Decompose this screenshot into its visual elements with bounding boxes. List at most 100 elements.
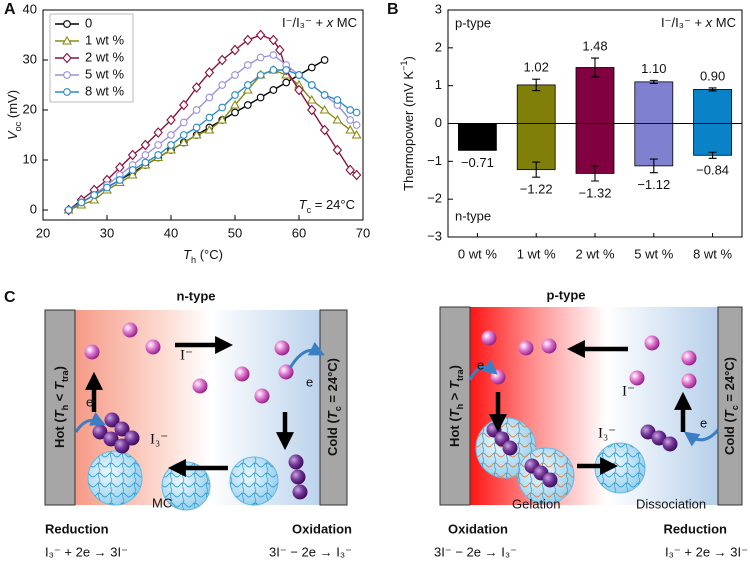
marker bbox=[103, 183, 111, 192]
marker bbox=[255, 29, 266, 41]
bar bbox=[516, 84, 556, 124]
hot-label-part: tra bbox=[455, 368, 465, 381]
value-label: 1.48 bbox=[582, 38, 607, 53]
hot-label-part: T bbox=[447, 380, 462, 389]
triiodide-atom bbox=[92, 424, 108, 440]
x-tick-label: 2 wt % bbox=[575, 246, 614, 261]
cold-electrode bbox=[717, 306, 743, 506]
triiodide-atom bbox=[124, 430, 140, 446]
triiodide-atom bbox=[103, 431, 119, 447]
hot-label-part: T bbox=[447, 408, 462, 417]
marker bbox=[204, 67, 215, 78]
marker bbox=[127, 149, 138, 161]
marker bbox=[256, 93, 265, 102]
value-label: 1.10 bbox=[641, 61, 666, 76]
marker bbox=[89, 194, 100, 204]
hot-electrode bbox=[439, 306, 471, 506]
hot-label-part: ) bbox=[447, 365, 462, 369]
iodide-ion bbox=[234, 366, 250, 382]
marker bbox=[141, 158, 150, 167]
triiodide-atom bbox=[502, 440, 518, 456]
error-bar bbox=[649, 158, 658, 174]
cold-label-part: = 24°C) bbox=[325, 358, 340, 406]
marker bbox=[307, 63, 316, 72]
marker bbox=[63, 20, 71, 28]
marker bbox=[166, 114, 176, 126]
gel-label: Dissociation bbox=[636, 496, 706, 511]
x-axis-label-part: (°C) bbox=[196, 247, 223, 262]
marker bbox=[320, 91, 329, 99]
marker bbox=[217, 54, 227, 66]
x-tick-label: 20 bbox=[36, 225, 50, 240]
annotation-part: MC bbox=[333, 15, 357, 30]
value-label: −1.32 bbox=[579, 185, 612, 200]
marker bbox=[179, 99, 189, 111]
marker bbox=[230, 99, 240, 109]
marker bbox=[166, 144, 176, 154]
hot-label-part: Hot ( bbox=[447, 417, 462, 447]
marker bbox=[231, 71, 239, 79]
marker bbox=[191, 82, 202, 93]
annotation-part: c bbox=[307, 205, 312, 215]
y-tick-label: −2 bbox=[427, 191, 442, 206]
legend-label: 1 wt % bbox=[85, 32, 124, 47]
y-tick-label: −1 bbox=[427, 153, 442, 168]
electron-label: e bbox=[700, 415, 707, 430]
y-tick-label: 3 bbox=[435, 1, 442, 16]
electron-label: e bbox=[306, 374, 313, 389]
y-tick-label: 2 bbox=[435, 39, 442, 54]
value-label: −1.12 bbox=[637, 177, 670, 192]
error-bar bbox=[532, 78, 541, 92]
panel-title: n-type bbox=[177, 288, 216, 303]
marker bbox=[127, 169, 138, 179]
error-bar bbox=[591, 57, 599, 78]
annotation-part: I⁻/I₃⁻ + bbox=[661, 15, 706, 30]
x-tick-label: 5 wt % bbox=[634, 246, 673, 261]
marker bbox=[269, 86, 278, 94]
y-axis-label: Voc (mV) bbox=[5, 90, 23, 140]
x-tick-label: 1 wt % bbox=[517, 246, 556, 261]
error-bar bbox=[649, 79, 658, 84]
cold-label: Cold (Tc = 24°C) bbox=[722, 357, 740, 455]
marker bbox=[231, 108, 239, 117]
marker bbox=[319, 124, 330, 136]
equation: I₃⁻ + 2e → 3I⁻ bbox=[45, 544, 128, 559]
cold-label-part: Cold ( bbox=[325, 419, 340, 456]
marker bbox=[154, 151, 163, 159]
y-tick-label: 30 bbox=[23, 51, 37, 66]
gel-mesh bbox=[88, 451, 142, 505]
triiodide-atom bbox=[290, 469, 306, 485]
marker bbox=[333, 96, 342, 104]
annotation-part: = 24°C bbox=[311, 197, 355, 212]
marker bbox=[167, 141, 175, 149]
triiodide-atom bbox=[640, 424, 656, 440]
x-tick-label: 0 wt % bbox=[458, 246, 497, 261]
hot-label-part: h bbox=[455, 404, 465, 410]
marker bbox=[62, 52, 72, 64]
hot-label-part: T bbox=[52, 381, 67, 390]
y-tick-label: 0 bbox=[435, 115, 442, 130]
gel-mesh bbox=[230, 457, 278, 505]
equation: 3I⁻ − 2e → I₃⁻ bbox=[269, 544, 352, 559]
marker bbox=[63, 88, 71, 96]
iodide-ion bbox=[541, 338, 557, 354]
iodide-ion bbox=[490, 369, 506, 385]
panel-label: C bbox=[4, 289, 16, 306]
value-label: 1.02 bbox=[524, 60, 549, 75]
marker bbox=[243, 81, 252, 89]
error-bar bbox=[591, 165, 599, 182]
marker bbox=[90, 191, 99, 199]
marker bbox=[332, 114, 343, 124]
value-label: −0.84 bbox=[696, 163, 729, 178]
equation: 3I⁻ − 2e → I₃⁻ bbox=[434, 544, 517, 559]
marker bbox=[179, 131, 188, 139]
x-tick-label: 8 wt % bbox=[693, 246, 732, 261]
marker bbox=[205, 113, 214, 122]
legend-label: 2 wt % bbox=[85, 49, 124, 64]
iodide-ion bbox=[681, 373, 697, 389]
marker bbox=[345, 124, 356, 134]
marker bbox=[242, 84, 253, 94]
bar bbox=[634, 81, 674, 124]
bar bbox=[693, 89, 732, 124]
marker bbox=[77, 198, 86, 207]
